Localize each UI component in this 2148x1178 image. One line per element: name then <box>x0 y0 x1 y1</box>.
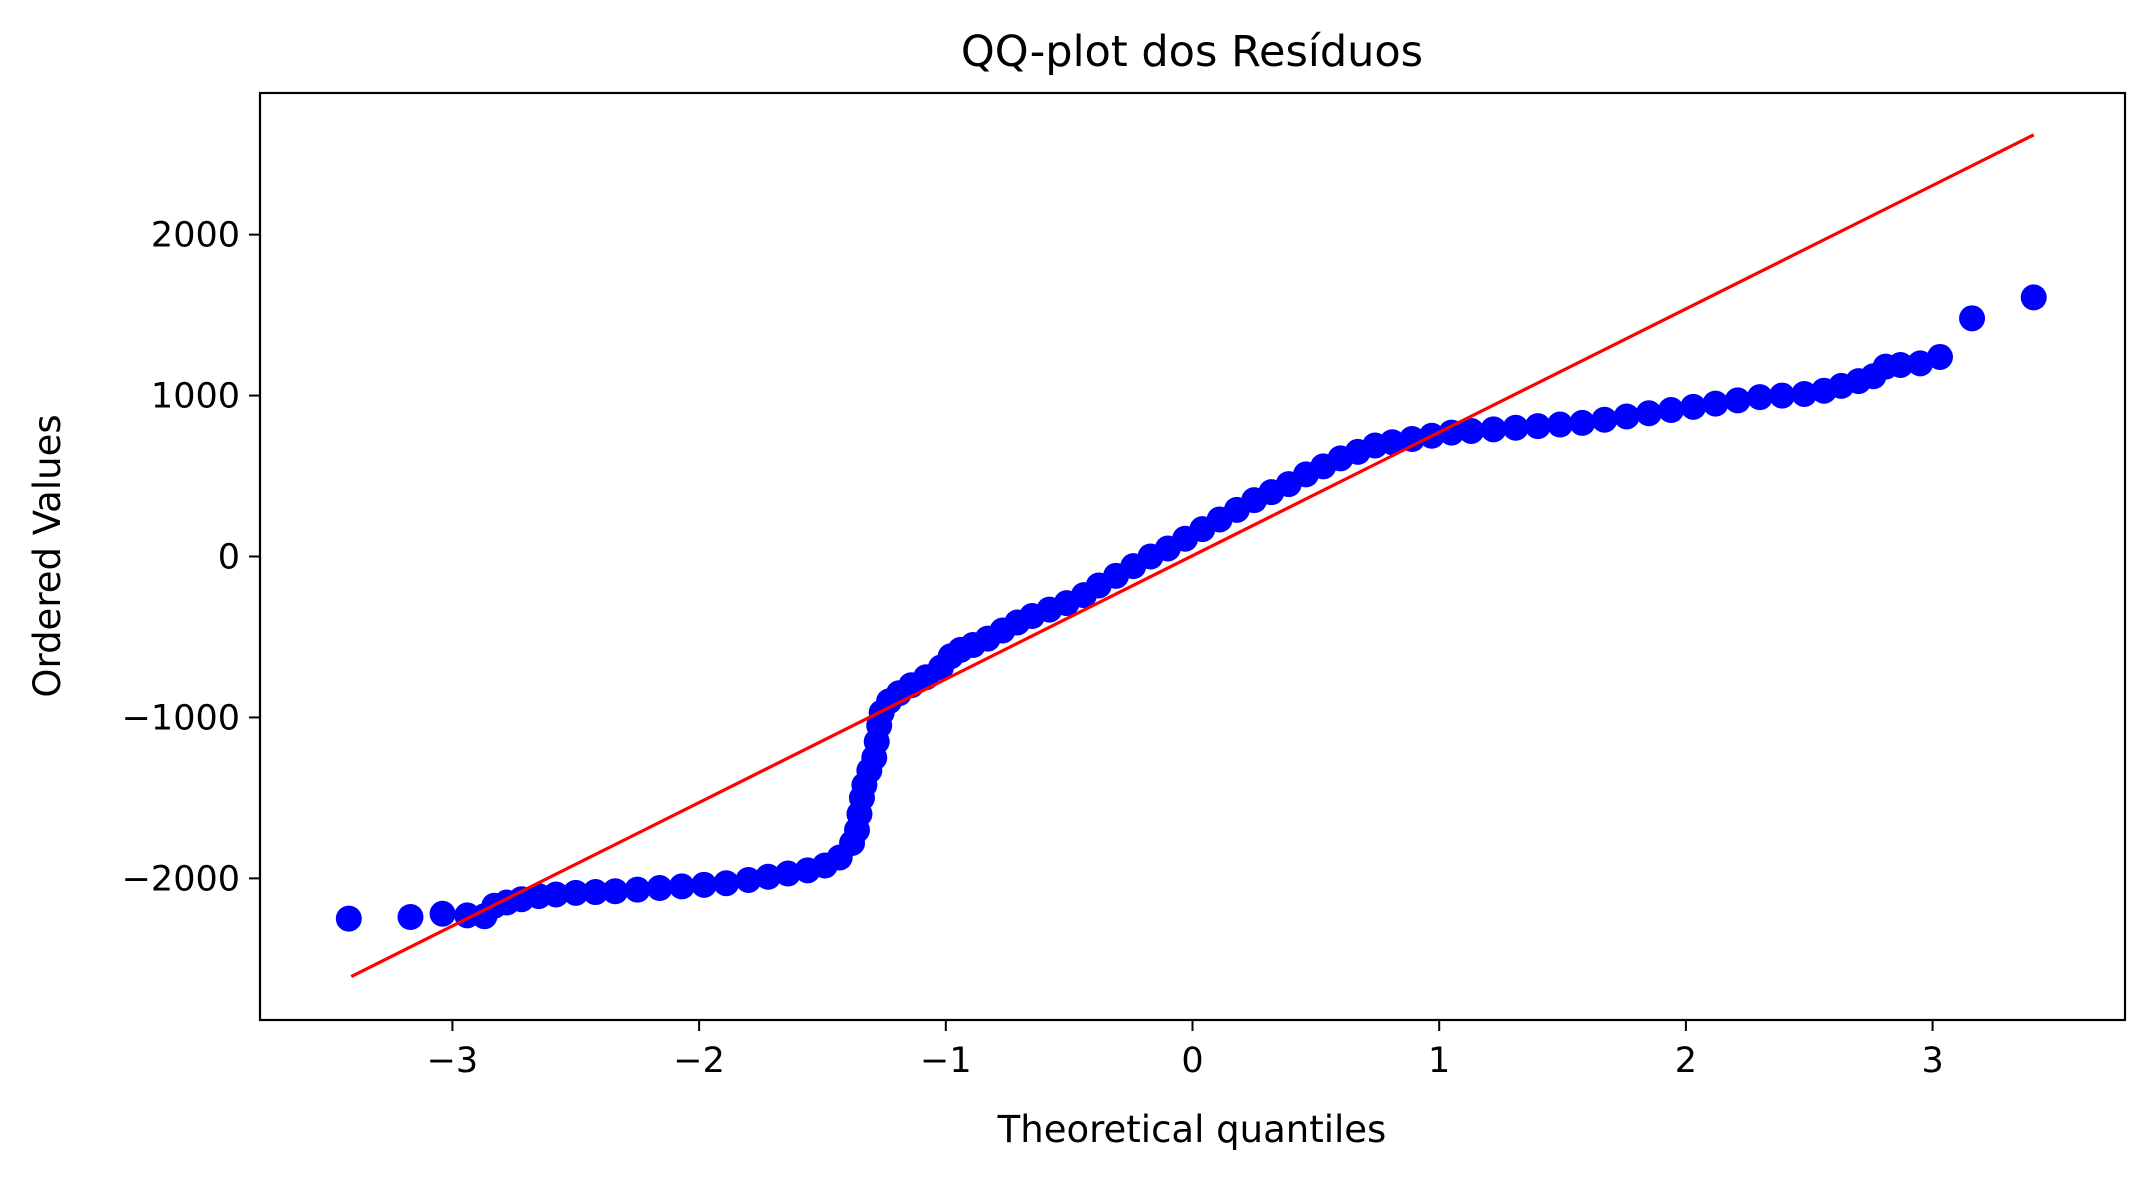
data-point <box>562 879 589 906</box>
x-tick-label: 0 <box>1181 1041 1203 1081</box>
data-point <box>2020 284 2047 311</box>
x-tick-label: −3 <box>427 1041 479 1081</box>
data-point <box>774 860 801 887</box>
sample-points <box>335 284 2047 932</box>
data-point <box>429 900 456 927</box>
data-point <box>1458 417 1485 444</box>
chart-title: QQ-plot dos Resíduos <box>961 27 1423 77</box>
reference-line <box>350 133 2035 978</box>
data-point <box>397 904 424 930</box>
data-point <box>602 878 629 905</box>
x-tick-label: 3 <box>1921 1041 1943 1081</box>
data-point <box>1791 380 1818 407</box>
data-point <box>1959 305 1986 332</box>
data-point <box>1926 343 1953 370</box>
y-axis: −2000 −1000 0 1000 2000 <box>122 216 260 899</box>
data-point <box>1502 414 1529 441</box>
y-tick-label: −1000 <box>122 698 240 738</box>
data-point <box>1399 426 1426 453</box>
data-point <box>1724 387 1751 414</box>
data-point <box>1680 393 1707 420</box>
x-tick-label: −2 <box>673 1041 725 1081</box>
data-point <box>713 870 740 897</box>
data-point <box>691 871 718 898</box>
data-point <box>755 863 782 890</box>
data-point <box>1907 350 1934 377</box>
y-tick-label: −2000 <box>122 859 240 899</box>
data-point <box>1887 351 1914 378</box>
data-point <box>1524 413 1551 440</box>
data-point <box>1658 397 1685 424</box>
data-point <box>1746 384 1773 411</box>
data-point <box>646 875 673 902</box>
data-point <box>1569 409 1596 436</box>
y-axis-label: Ordered Values <box>26 414 69 697</box>
y-tick-label: 1000 <box>151 377 240 417</box>
data-point <box>335 905 362 932</box>
plot-area <box>335 133 2047 978</box>
data-point <box>1547 411 1574 438</box>
data-point <box>582 879 609 906</box>
x-tick-label: −1 <box>920 1041 972 1081</box>
x-axis: −3 −2 −1 0 1 2 3 <box>427 1020 1944 1081</box>
x-tick-label: 1 <box>1428 1041 1450 1081</box>
data-point <box>735 866 762 893</box>
data-point <box>1702 390 1729 417</box>
y-tick-label: 0 <box>218 538 240 578</box>
data-point <box>1591 406 1618 433</box>
data-point <box>624 876 651 903</box>
data-point <box>1635 400 1662 427</box>
data-point <box>1438 419 1465 446</box>
y-tick-label: 2000 <box>151 216 240 256</box>
data-point <box>1769 382 1796 409</box>
data-point <box>668 873 695 900</box>
data-point <box>1480 416 1507 443</box>
data-point <box>1379 429 1406 456</box>
x-tick-label: 2 <box>1675 1041 1697 1081</box>
data-point <box>1613 403 1640 430</box>
data-point <box>543 881 570 908</box>
x-axis-label: Theoretical quantiles <box>997 1108 1387 1151</box>
